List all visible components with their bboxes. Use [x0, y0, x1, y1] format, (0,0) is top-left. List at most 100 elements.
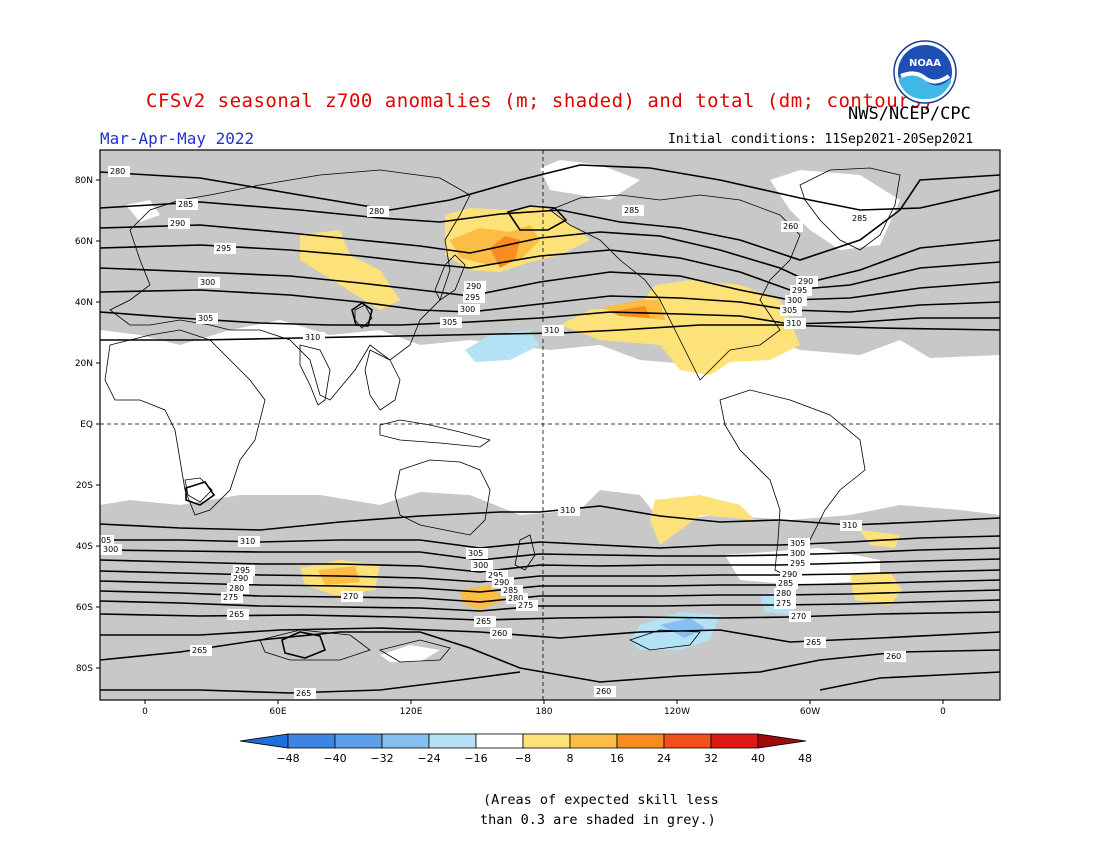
latitude-label: EQ [80, 420, 93, 430]
contour-label: 290 [466, 282, 481, 291]
contour-line [281, 631, 327, 659]
initial-conditions-label: Initial conditions: 11Sep2021-20Sep2021 [668, 132, 974, 147]
contour-label: 290 [233, 574, 248, 583]
coastline-new-zealand [514, 534, 536, 571]
colorbar-tick-label: −32 [370, 752, 393, 765]
contour-label: 280 [508, 594, 523, 603]
contour-label: 290 [782, 570, 797, 579]
contour-label: 270 [791, 612, 806, 621]
contour-label: 310 [240, 537, 255, 546]
longitude-label: 60E [269, 707, 286, 717]
contour-line [100, 267, 1000, 301]
coastline-japan [434, 254, 466, 301]
coastlines [104, 167, 901, 663]
colorbar-swatch [522, 733, 571, 749]
contour-label: 295 [488, 571, 503, 580]
colorbar-tick-label: −48 [276, 752, 299, 765]
coastline-antarctica-2 [378, 639, 451, 663]
contour-label: 305 [782, 306, 797, 315]
contour-label: 300 [103, 545, 118, 554]
contour-line [100, 535, 1000, 549]
colorbar-tick-label: 24 [657, 752, 671, 765]
coastline-se-asia [364, 349, 401, 411]
season-label: Mar-Apr-May 2022 [100, 129, 255, 148]
colorbar-arrow-left [239, 733, 289, 749]
contour-label: 285 [778, 579, 793, 588]
map-frame [99, 149, 1001, 701]
coastline-madagascar [184, 477, 213, 503]
contour-label: 300 [460, 305, 475, 314]
contour-line [100, 311, 1000, 326]
longitude-label: 0 [940, 707, 946, 717]
colorbar-tick-label: 32 [704, 752, 718, 765]
colorbar-tick-label: −40 [323, 752, 346, 765]
contour-line [100, 174, 1000, 261]
contour-label: 300 [790, 549, 805, 558]
latitude-label: 40N [75, 298, 93, 308]
contour-line [100, 631, 1000, 683]
colorbar-swatch [381, 733, 430, 749]
contour-label: 305 [468, 549, 483, 558]
contour-label: 295 [235, 566, 250, 575]
colorbar-swatch [710, 733, 759, 749]
colorbar-swatch [287, 733, 336, 749]
positive-anomalies [300, 205, 902, 610]
coastline-africa [104, 329, 266, 516]
longitude-label: 180 [535, 707, 552, 717]
contour-label: 265 [806, 638, 821, 647]
coastline-greenland [799, 167, 901, 251]
colorbar-tick-label: 8 [567, 752, 574, 765]
colorbar-swatch [616, 733, 665, 749]
contour-label: 260 [886, 652, 901, 661]
contour-label: 305 [198, 314, 213, 323]
coastline-australia [394, 459, 491, 536]
contour-label: 275 [776, 599, 791, 608]
latitude-label: 60S [76, 603, 93, 613]
latitude-label: 60N [75, 237, 93, 247]
map-title: CFSv2 seasonal z700 anomalies (m; shaded… [146, 90, 934, 112]
contour-line [351, 302, 373, 327]
coastline-antarctica [259, 629, 371, 661]
colorbar-tick-label: 48 [798, 752, 812, 765]
coastline-north-america [549, 194, 801, 381]
contour-label: 265 [192, 646, 207, 655]
colorbar-arrow-right [757, 733, 807, 749]
latitude-label: 80N [75, 176, 93, 186]
contour-labels: 280 285 290 295 300 305 310 280 285 260 … [100, 166, 906, 699]
contour-line [100, 224, 1000, 283]
contour-label: 310 [305, 333, 320, 342]
map-plot-area: 280 285 290 295 300 305 310 280 285 260 … [100, 150, 1000, 700]
contour-label: 310 [786, 319, 801, 328]
contour-label: 310 [544, 326, 559, 335]
coastline-indonesia [379, 419, 491, 448]
contour-label: 05 [101, 536, 111, 545]
contour-line [100, 244, 1000, 291]
contour-label: 265 [296, 689, 311, 698]
contour-label: 310 [842, 521, 857, 530]
contour-label: 295 [216, 244, 231, 253]
latitude-label: 80S [76, 664, 93, 674]
contour-line [100, 289, 1000, 313]
contour-line [100, 671, 521, 694]
colorbar-tick-label: 40 [751, 752, 765, 765]
contour-label: 295 [792, 286, 807, 295]
contour-label: 300 [473, 561, 488, 570]
longitude-axis [144, 700, 944, 704]
colorbar-tick-label: −24 [417, 752, 440, 765]
colorbar-tick-label: −8 [515, 752, 531, 765]
longitude-label: 120E [400, 707, 423, 717]
contour-line [100, 589, 1000, 603]
agency-label: NWS/NCEP/CPC [848, 104, 971, 124]
noaa-logo: NOAA [893, 40, 957, 104]
contour-label: 270 [343, 592, 358, 601]
contour-label: 275 [223, 593, 238, 602]
contour-label: 280 [369, 207, 384, 216]
colorbar-tick-label: −16 [464, 752, 487, 765]
latitude-label: 40S [76, 542, 93, 552]
contour-label: 305 [442, 318, 457, 327]
latitude-label: 20N [75, 359, 93, 369]
contour-line [100, 558, 1000, 573]
colorbar-swatch [663, 733, 712, 749]
longitude-label: 120W [664, 707, 690, 717]
